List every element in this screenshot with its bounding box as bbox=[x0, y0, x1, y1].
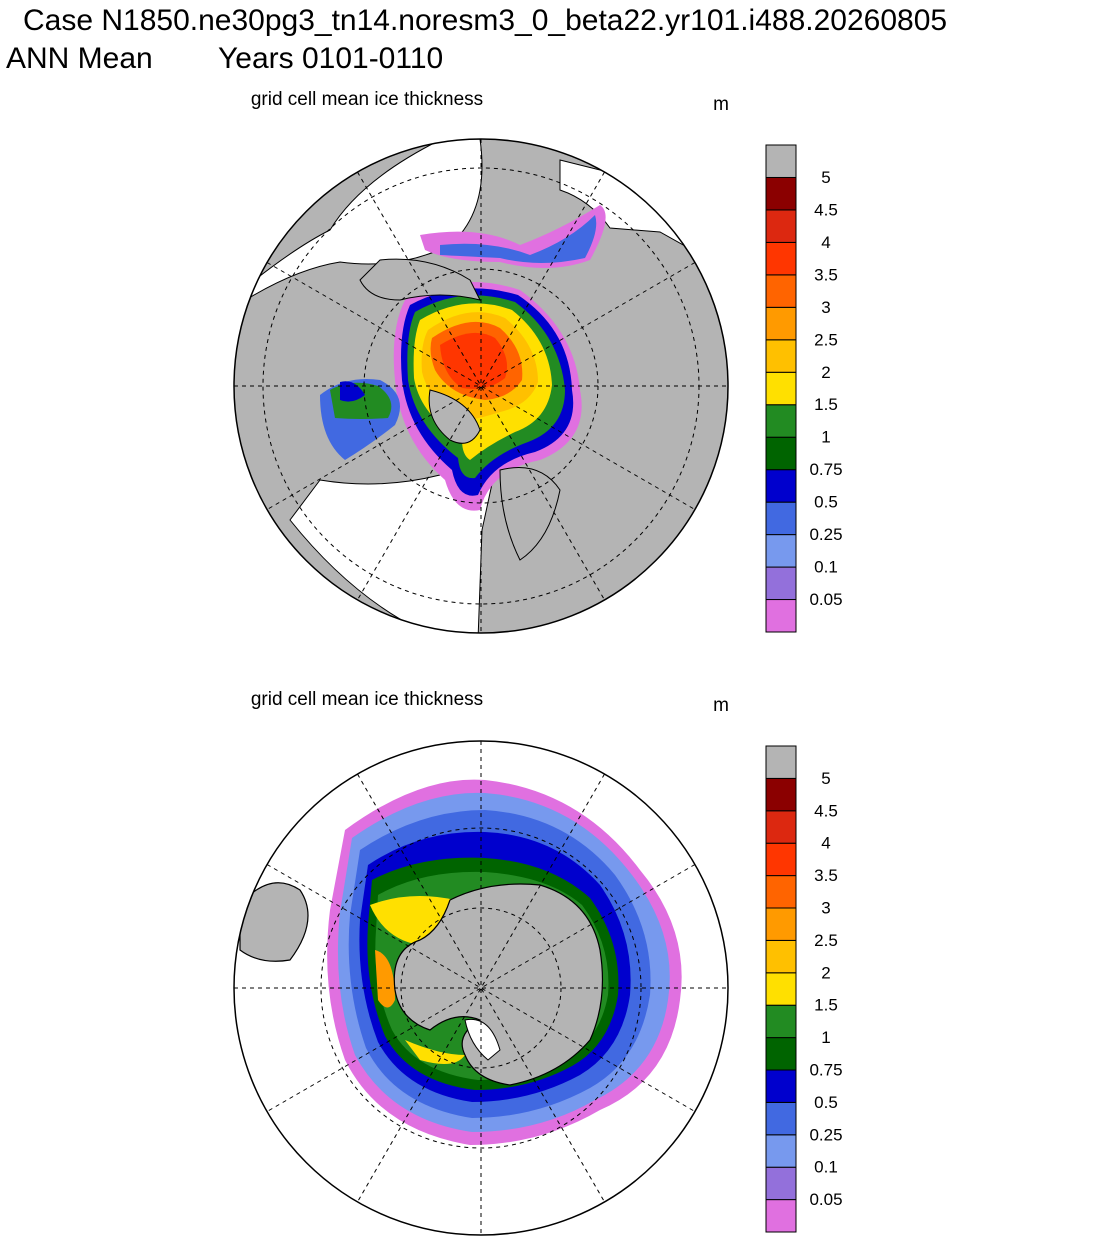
colorbar-box bbox=[765, 501, 797, 536]
colorbar-box bbox=[765, 1166, 797, 1201]
graticule bbox=[234, 139, 728, 1235]
colorbar-label: 2 bbox=[821, 363, 830, 382]
meridian bbox=[357, 171, 605, 601]
colorbar-box bbox=[765, 842, 797, 877]
colorbar-box bbox=[765, 745, 797, 779]
colorbar-label: 1 bbox=[821, 428, 830, 447]
colorbar-box bbox=[765, 534, 797, 568]
colorbar-box bbox=[765, 306, 797, 341]
colorbar-box bbox=[765, 1199, 797, 1233]
years-label: Years 0101-0110 bbox=[218, 42, 443, 75]
meridian bbox=[266, 262, 696, 510]
map-border bbox=[233, 138, 729, 634]
colorbar-label: 0.75 bbox=[809, 1060, 842, 1079]
colorbar-label: 1 bbox=[821, 1028, 830, 1047]
map-border bbox=[233, 740, 729, 1236]
meridian bbox=[266, 864, 696, 1112]
colorbar-box bbox=[765, 339, 797, 373]
colorbar-label: 0.05 bbox=[809, 1190, 842, 1209]
colorbar-label: 3.5 bbox=[814, 265, 838, 284]
colorbar-label: 0.25 bbox=[809, 1125, 842, 1144]
colorbar-box bbox=[765, 566, 797, 601]
colorbar-label: 5 bbox=[821, 769, 830, 788]
colorbar-box bbox=[765, 404, 797, 438]
colorbar-box bbox=[765, 176, 797, 211]
colorbar-label: 0.05 bbox=[809, 590, 842, 609]
panel-title: grid cell mean ice thickness bbox=[251, 89, 483, 110]
colorbar-box bbox=[765, 875, 797, 909]
colorbar-box bbox=[765, 371, 797, 406]
colorbar-label: 5 bbox=[821, 168, 830, 187]
colorbar-label: 0.1 bbox=[814, 1158, 838, 1177]
colorbar-label: 0.5 bbox=[814, 1093, 838, 1112]
colorbar-box bbox=[765, 972, 797, 1006]
arctic-map bbox=[234, 139, 728, 633]
colorbar-box bbox=[765, 436, 797, 471]
colorbar-box bbox=[765, 599, 797, 633]
colorbar-label: 2.5 bbox=[814, 931, 838, 950]
colorbar-box bbox=[765, 1004, 797, 1039]
colorbar-label: 0.75 bbox=[809, 460, 842, 479]
colorbar-label: 4.5 bbox=[814, 200, 838, 219]
colorbar-box bbox=[765, 810, 797, 844]
colorbar-box bbox=[765, 241, 797, 276]
colorbar-box bbox=[765, 907, 797, 941]
colorbar-label: 4 bbox=[821, 834, 830, 853]
latitude-ring bbox=[400, 907, 562, 1069]
latitude-ring bbox=[320, 827, 642, 1149]
meridian bbox=[266, 262, 696, 510]
colorbar-label: 3 bbox=[821, 898, 830, 917]
colorbar-box bbox=[765, 1101, 797, 1136]
units-label: m bbox=[713, 94, 729, 115]
meridian bbox=[357, 171, 605, 601]
colorbar-label: 1.5 bbox=[814, 395, 838, 414]
colorbar-label: 0.5 bbox=[814, 493, 838, 512]
colorbar-label: 4.5 bbox=[814, 801, 838, 820]
meridian bbox=[357, 773, 605, 1203]
figure-title: Case N1850.ne30pg3_tn14.noresm3_0_beta22… bbox=[23, 4, 947, 37]
colorbar-box bbox=[765, 274, 797, 308]
colorbar-box bbox=[765, 1037, 797, 1071]
colorbar-label: 4 bbox=[821, 233, 830, 252]
meridian bbox=[266, 864, 696, 1112]
colorbar-box bbox=[765, 1069, 797, 1103]
colorbar-box bbox=[765, 777, 797, 812]
colorbar-box bbox=[765, 469, 797, 503]
season-label: ANN Mean bbox=[6, 42, 153, 75]
colorbar-box bbox=[765, 1134, 797, 1168]
antarctic-map bbox=[234, 741, 728, 1235]
colorbar-box bbox=[765, 939, 797, 974]
units-label: m bbox=[713, 695, 729, 716]
colorbar-label: 0.1 bbox=[814, 558, 838, 577]
colorbar-label: 0.25 bbox=[809, 525, 842, 544]
meridian bbox=[357, 773, 605, 1203]
colorbar-label: 2 bbox=[821, 963, 830, 982]
colorbar-box bbox=[765, 144, 797, 178]
colorbar-label: 2.5 bbox=[814, 330, 838, 349]
colorbar-label: 3.5 bbox=[814, 866, 838, 885]
colorbar-label: 3 bbox=[821, 298, 830, 317]
panel-title: grid cell mean ice thickness bbox=[251, 689, 483, 710]
colorbar-label: 1.5 bbox=[814, 996, 838, 1015]
colorbar-box bbox=[765, 209, 797, 243]
